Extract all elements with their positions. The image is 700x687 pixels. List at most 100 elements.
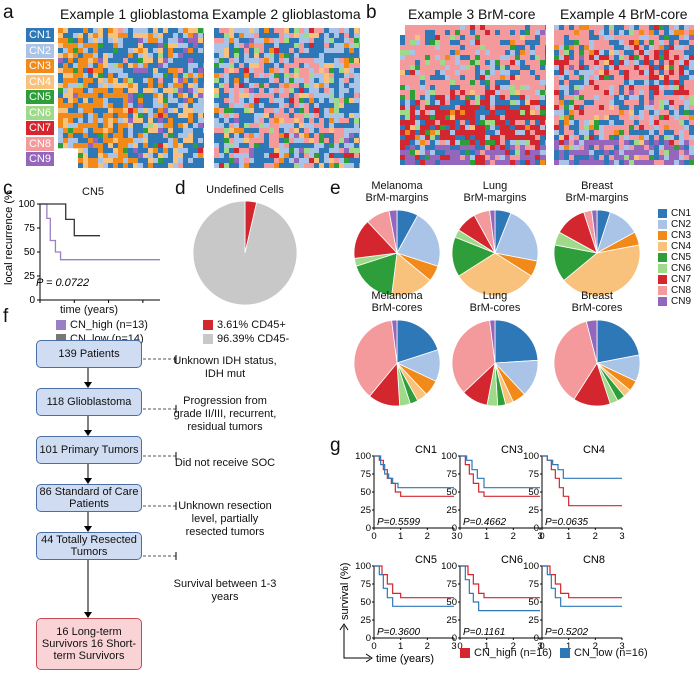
map-cell — [123, 148, 129, 154]
map-cell — [294, 53, 300, 59]
map-cell — [319, 128, 325, 134]
map-cell — [604, 25, 610, 31]
map-cell — [564, 120, 570, 126]
map-cell — [540, 120, 546, 126]
map-cell — [450, 65, 456, 71]
e-pie-3-slice-7 — [353, 319, 398, 397]
map-cell — [108, 148, 114, 154]
map-cell — [178, 153, 184, 159]
map-cell — [664, 105, 670, 111]
map-cell — [359, 118, 360, 124]
map-cell — [609, 45, 615, 51]
map-cell — [500, 100, 506, 106]
map-cell — [664, 140, 670, 146]
map-cell — [604, 125, 610, 131]
map-cell — [669, 45, 675, 51]
map-cell — [73, 128, 79, 134]
map-cell — [229, 163, 235, 168]
map-cell — [684, 145, 690, 151]
map-cell — [93, 153, 99, 159]
map-cell — [163, 43, 169, 49]
map-cell — [599, 100, 605, 106]
map-cell — [579, 75, 585, 81]
map-cell — [654, 160, 660, 165]
map-cell — [314, 118, 320, 124]
map-cell — [410, 70, 416, 76]
map-cell — [554, 95, 560, 101]
map-cell — [634, 30, 640, 36]
map-cell — [619, 80, 625, 86]
map-cell — [569, 130, 575, 136]
map-cell — [569, 115, 575, 121]
map-cell — [83, 78, 89, 84]
map-cell — [475, 160, 481, 165]
e-pie-label-5: Breast BrM-cores — [552, 290, 642, 314]
map-cell — [599, 75, 605, 81]
map-cell — [359, 153, 360, 159]
map-cell — [103, 138, 109, 144]
map-cell — [684, 30, 690, 36]
map-cell — [329, 138, 335, 144]
map-cell — [359, 133, 360, 139]
map-cell — [455, 80, 461, 86]
map-cell — [400, 150, 406, 156]
g-xtick-label: 1 — [398, 531, 403, 542]
map-cell — [614, 45, 620, 51]
map-cell — [193, 73, 199, 79]
map-cell — [314, 68, 320, 74]
map-cell — [239, 33, 245, 39]
map-cell — [239, 73, 245, 79]
map-cell — [659, 130, 665, 136]
map-cell — [133, 113, 139, 119]
map-cell — [289, 28, 295, 34]
map-cell — [450, 125, 456, 131]
map-cell — [259, 28, 265, 34]
map-cell — [339, 88, 345, 94]
f-arrowhead — [84, 612, 92, 618]
g-ytick-label: 50 — [446, 487, 457, 498]
map-cell — [63, 103, 69, 109]
map-cell — [178, 93, 184, 99]
map-cell — [679, 100, 685, 106]
map-cell — [83, 43, 89, 49]
map-cell — [324, 118, 330, 124]
map-cell — [470, 100, 476, 106]
g-xtick-label: 2 — [425, 531, 430, 542]
map-cell — [644, 75, 650, 81]
map-cell — [445, 150, 451, 156]
map-cell — [520, 135, 526, 141]
map-cell — [490, 30, 496, 36]
map-cell — [349, 78, 355, 84]
map-cell — [604, 115, 610, 121]
map-cell — [153, 28, 159, 34]
map-cell — [289, 38, 295, 44]
map-cell — [465, 30, 471, 36]
map-cell — [178, 118, 184, 124]
map-cell — [634, 70, 640, 76]
map-cell — [103, 98, 109, 104]
map-cell — [614, 150, 620, 156]
map-cell — [505, 25, 511, 31]
map-cell — [460, 60, 466, 66]
map-cell — [619, 70, 625, 76]
map-cell — [435, 50, 441, 56]
map-cell — [239, 108, 245, 114]
map-cell — [123, 158, 129, 164]
map-cell — [540, 90, 546, 96]
map-cell — [274, 133, 280, 139]
map-cell — [480, 115, 486, 121]
map-cell — [619, 105, 625, 111]
map-cell — [113, 118, 119, 124]
map-cell — [470, 115, 476, 121]
map-cell — [599, 120, 605, 126]
f-note-progression: Progression from grade II/III, recurrent… — [173, 395, 277, 433]
map-cell — [535, 120, 541, 126]
map-cell — [554, 75, 560, 81]
map-cell — [559, 100, 565, 106]
map-cell — [304, 78, 310, 84]
map-cell — [455, 35, 461, 41]
map-cell — [304, 143, 310, 149]
map-cell — [530, 55, 536, 61]
map-cell — [203, 58, 204, 64]
